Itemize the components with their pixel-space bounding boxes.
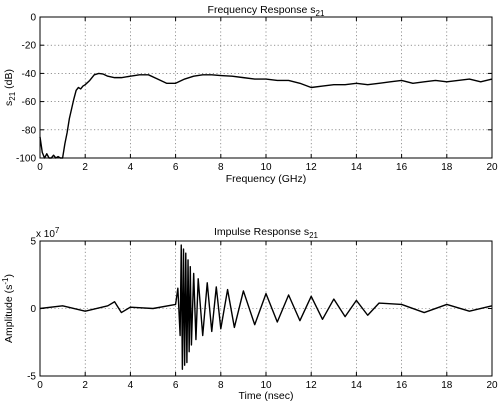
- chart-title-subscript: 21: [309, 231, 318, 240]
- x-tick-label: 2: [82, 162, 88, 173]
- y-tick-label: -20: [22, 41, 37, 52]
- x-tick-label: 6: [173, 162, 179, 173]
- x-tick-label: 6: [173, 380, 179, 391]
- y-tick-label: 5: [30, 237, 36, 248]
- y-tick-label: -60: [22, 97, 37, 108]
- x-axis-label: Time (nsec): [238, 390, 293, 402]
- x-tick-label: 16: [396, 162, 408, 173]
- chart-title: Frequency Response s21: [208, 4, 325, 18]
- x-tick-label: 4: [128, 380, 134, 391]
- chart-title-subscript: 21: [316, 9, 325, 18]
- x-tick-label: 18: [441, 380, 453, 391]
- y-axis-label-superscript: -1: [1, 277, 10, 285]
- y-tick-label: -100: [16, 154, 36, 165]
- y-axis-label: Amplitude (s-1): [1, 274, 15, 343]
- x-tick-label: 12: [306, 162, 318, 173]
- y-axis-multiplier-exponent: 7: [55, 226, 60, 235]
- y-tick-label: -40: [22, 69, 37, 80]
- y-axis-label-subscript: 21: [8, 91, 17, 100]
- axes-frame: [39, 240, 493, 377]
- series-line: [39, 72, 493, 159]
- x-tick-label: 0: [37, 162, 43, 173]
- y-tick-label: -80: [22, 125, 37, 136]
- x-tick-label: 16: [396, 380, 408, 391]
- y-tick-label: -5: [27, 372, 36, 383]
- x-tick-label: 0: [37, 380, 43, 391]
- y-axis-label: s21 (dB): [3, 69, 17, 106]
- series-line: [39, 244, 493, 370]
- x-tick-label: 20: [486, 380, 498, 391]
- y-axis-multiplier: x 107: [36, 226, 60, 240]
- x-tick-label: 8: [218, 380, 224, 391]
- x-tick-label: 12: [306, 380, 318, 391]
- x-axis-label: Frequency (GHz): [226, 173, 307, 185]
- y-tick-label: 0: [30, 13, 36, 24]
- x-tick-label: 14: [351, 162, 363, 173]
- x-tick-label: 2: [82, 380, 88, 391]
- x-tick-label: 4: [128, 162, 134, 173]
- x-tick-label: 14: [351, 380, 363, 391]
- x-tick-label: 18: [441, 162, 453, 173]
- x-tick-label: 8: [218, 162, 224, 173]
- x-tick-label: 10: [260, 380, 272, 391]
- frequency-response-plot: 0 2 4 6 8 10 12 14 16 18 20 -100 -80 -60 -40 -20 0 Freque…: [3, 4, 498, 185]
- y-tick-label: 0: [30, 304, 36, 315]
- x-tick-label: 20: [486, 162, 498, 173]
- x-tick-label: 10: [260, 162, 272, 173]
- chart-title: Impulse Response s21: [214, 226, 319, 240]
